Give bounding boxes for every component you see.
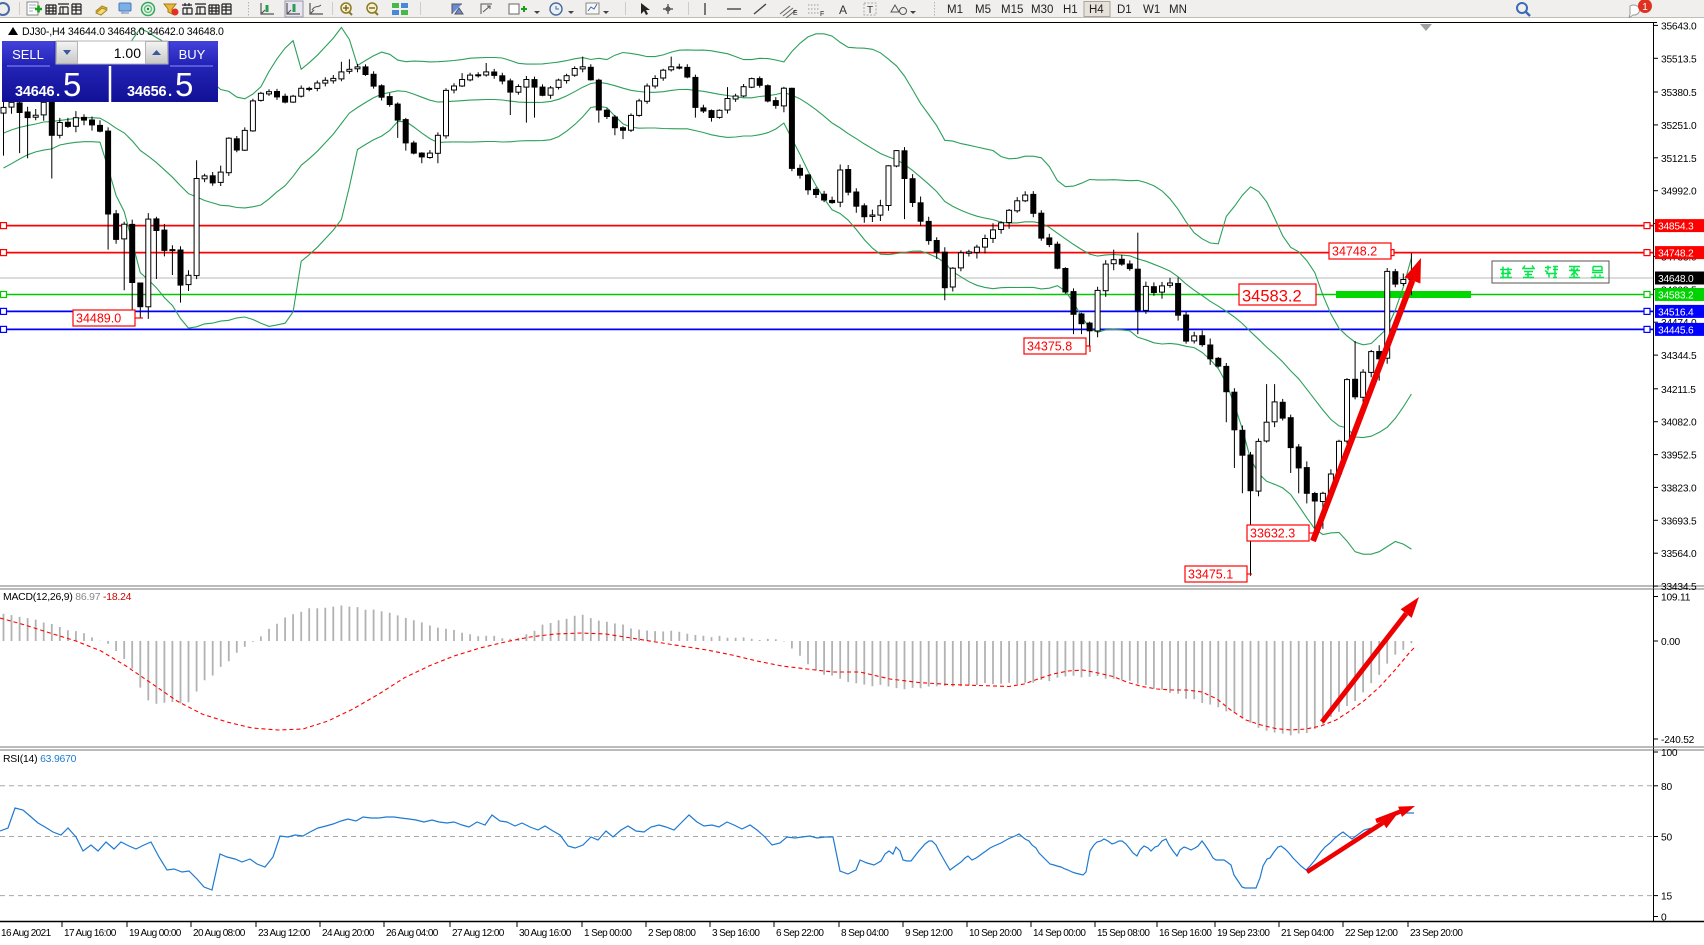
svg-text:33475.1: 33475.1 [1188,568,1233,582]
svg-text:H4: H4 [1089,4,1104,16]
svg-text:14 Sep 00:00: 14 Sep 00:00 [1033,928,1086,939]
svg-text:17 Aug 16:00: 17 Aug 16:00 [64,928,117,939]
svg-text:SELL: SELL [12,47,44,62]
svg-text:M1: M1 [947,4,963,16]
svg-text:1.00: 1.00 [114,45,141,61]
svg-text:34583.2: 34583.2 [1658,291,1694,302]
svg-text:109.11: 109.11 [1661,593,1691,604]
svg-text:34516.4: 34516.4 [1658,307,1694,318]
svg-text:33434.5: 33434.5 [1661,582,1697,593]
svg-text:9 Sep 12:00: 9 Sep 12:00 [905,928,953,939]
svg-text:-240.52: -240.52 [1661,735,1695,746]
svg-text:34445.6: 34445.6 [1658,325,1694,336]
svg-text:34082.0: 34082.0 [1661,418,1697,429]
svg-text:34656: 34656 [127,84,166,100]
svg-text:35121.5: 35121.5 [1661,154,1697,165]
svg-text:34489.0: 34489.0 [76,312,121,326]
svg-text:100: 100 [1661,748,1678,759]
svg-text:15 Sep 08:00: 15 Sep 08:00 [1097,928,1150,939]
svg-text:33564.0: 33564.0 [1661,549,1697,560]
svg-text:34648.0: 34648.0 [1658,274,1694,285]
svg-text:E: E [793,10,798,17]
svg-text:24 Aug 20:00: 24 Aug 20:00 [322,928,375,939]
svg-text:19 Aug 00:00: 19 Aug 00:00 [129,928,182,939]
svg-text:26 Aug 04:00: 26 Aug 04:00 [386,928,439,939]
svg-text:T: T [867,5,873,16]
svg-text:M15: M15 [1001,4,1023,16]
svg-text:80: 80 [1661,782,1672,793]
svg-text:34646: 34646 [15,84,54,100]
svg-text:H1: H1 [1063,4,1078,16]
svg-text:5: 5 [175,66,193,103]
svg-text:MN: MN [1169,4,1187,16]
svg-text:D1: D1 [1117,4,1132,16]
svg-text:A: A [839,3,847,17]
svg-text:35643.0: 35643.0 [1661,21,1697,32]
svg-text:BUY: BUY [179,47,206,62]
svg-text:.: . [56,83,60,100]
svg-text:1: 1 [1642,2,1648,13]
svg-text:MACD(12,26,9) 86.97 -18.24: MACD(12,26,9) 86.97 -18.24 [3,592,132,603]
svg-text:19 Sep 23:00: 19 Sep 23:00 [1217,928,1270,939]
svg-text:34748.2: 34748.2 [1658,249,1694,260]
svg-text:33952.5: 33952.5 [1661,451,1697,462]
svg-text:.: . [168,83,172,100]
svg-text:33823.0: 33823.0 [1661,483,1697,494]
svg-text:6 Sep 22:00: 6 Sep 22:00 [776,928,824,939]
svg-text:W1: W1 [1143,4,1160,16]
svg-text:M5: M5 [975,4,991,16]
svg-text:20 Aug 08:00: 20 Aug 08:00 [193,928,246,939]
svg-text:15: 15 [1661,892,1672,903]
svg-text:23 Sep 20:00: 23 Sep 20:00 [1410,928,1463,939]
svg-text:35380.5: 35380.5 [1661,88,1697,99]
svg-text:3 Sep 16:00: 3 Sep 16:00 [712,928,760,939]
svg-text:33693.5: 33693.5 [1661,516,1697,527]
svg-text:34211.5: 34211.5 [1661,385,1696,396]
svg-text:34992.0: 34992.0 [1661,187,1697,198]
svg-text:23 Aug 12:00: 23 Aug 12:00 [258,928,311,939]
svg-text:30 Aug 16:00: 30 Aug 16:00 [519,928,572,939]
svg-text:33632.3: 33632.3 [1250,527,1295,541]
svg-text:35251.0: 35251.0 [1661,121,1697,132]
svg-text:16 Sep 16:00: 16 Sep 16:00 [1159,928,1212,939]
svg-text:F: F [820,11,824,18]
svg-text:1 Sep 00:00: 1 Sep 00:00 [584,928,632,939]
svg-text:2 Sep 08:00: 2 Sep 08:00 [648,928,696,939]
svg-text:DJ30-,H4 34644.0 34648.0 3464: DJ30-,H4 34644.0 34648.0 34642.0 34648.0 [22,26,224,38]
svg-text:0: 0 [1661,913,1667,924]
svg-text:34854.3: 34854.3 [1658,222,1694,233]
svg-text:34583.2: 34583.2 [1242,288,1302,306]
svg-text:21 Sep 04:00: 21 Sep 04:00 [1281,928,1334,939]
svg-text:34748.2: 34748.2 [1332,245,1377,259]
svg-text:RSI(14) 63.9670: RSI(14) 63.9670 [3,754,77,765]
svg-text:27 Aug 12:00: 27 Aug 12:00 [452,928,505,939]
svg-text:10 Sep 20:00: 10 Sep 20:00 [969,928,1022,939]
svg-text:0.00: 0.00 [1661,637,1681,648]
svg-text:8 Sep 04:00: 8 Sep 04:00 [841,928,889,939]
svg-text:5: 5 [63,66,81,103]
svg-text:34375.8: 34375.8 [1027,340,1072,354]
svg-text:34344.5: 34344.5 [1661,351,1697,362]
svg-text:50: 50 [1661,833,1672,844]
svg-text:22 Sep 12:00: 22 Sep 12:00 [1345,928,1398,939]
svg-text:35513.5: 35513.5 [1661,54,1697,65]
svg-text:16 Aug 2021: 16 Aug 2021 [1,928,52,939]
svg-text:M30: M30 [1031,4,1053,16]
